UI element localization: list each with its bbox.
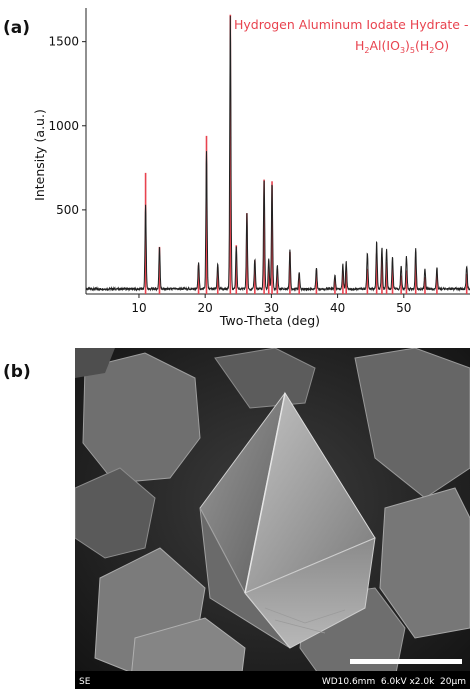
x-tick-label: 30: [264, 301, 279, 315]
measured-pattern: [85, 15, 470, 292]
scale-bar: [350, 659, 462, 664]
x-tick-label: 20: [198, 301, 213, 315]
crystal: [199, 391, 376, 649]
x-axis-label: Two-Theta (deg): [219, 313, 320, 328]
measured-profile-line: [85, 15, 470, 292]
x-tick-label: 40: [330, 301, 345, 315]
reference-pattern: [144, 14, 468, 294]
sem-image: SE WD10.6mm 6.0kV x2.0k 20µm: [75, 348, 470, 689]
y-tick-label: 500: [56, 203, 79, 217]
y-tick-label: 1000: [48, 119, 79, 133]
panel-a-label: (a): [3, 18, 31, 38]
xrd-chart: 10 20 30 40 50 500 1000 1500 Hydrogen Aluminum …: [32, 8, 470, 328]
x-tick-label: 50: [396, 301, 411, 315]
tick-layer: 10 20 30 40 50 500 1000 1500: [48, 35, 411, 315]
sem-micrograph: SE WD10.6mm 6.0kV x2.0k 20µm: [75, 348, 470, 689]
sem-info-readout: WD10.6mm 6.0kV x2.0k 20µm: [322, 677, 466, 687]
chart-title: Hydrogen Aluminum Iodate Hydrate -: [234, 17, 468, 32]
panel-b-label: (b): [3, 362, 31, 382]
y-tick-label: 1500: [48, 35, 79, 49]
y-axis-label: Intensity (a.u.): [32, 109, 47, 201]
sem-detector-label: SE: [79, 677, 91, 687]
x-tick-label: 10: [131, 301, 146, 315]
chart-subtitle: H2Al(IO3)5(H2O): [355, 38, 449, 55]
